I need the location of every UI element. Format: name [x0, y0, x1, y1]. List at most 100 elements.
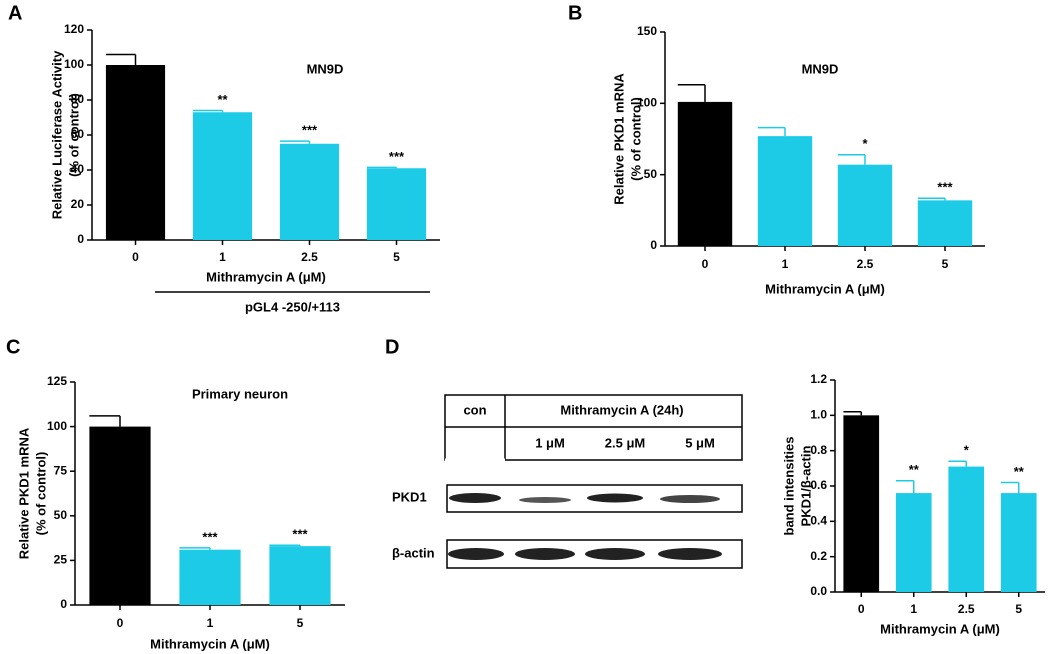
y-tick-label: 80	[71, 92, 85, 106]
x-tick-label: 1	[782, 257, 789, 271]
blot-row-label: PKD1	[392, 489, 427, 504]
x-axis-label: Mithramycin A (μM)	[150, 636, 270, 651]
bar	[677, 101, 733, 246]
y-tick-label: 100	[637, 96, 657, 110]
band	[448, 548, 504, 560]
y-tick-label: 75	[54, 463, 68, 477]
x-tick-label: 5	[1015, 602, 1022, 616]
x-tick-label: 0	[702, 257, 709, 271]
y-tick-label: 150	[637, 24, 657, 38]
chart-title: Primary neuron	[192, 386, 288, 401]
significance: ***	[389, 149, 405, 164]
band	[519, 497, 571, 503]
x-axis-label: Mithramycin A (μM)	[880, 621, 1000, 636]
band	[587, 493, 643, 503]
significance: **	[217, 92, 228, 107]
bar	[105, 65, 166, 240]
x-tick-label: 0	[132, 250, 139, 264]
chart-title: MN9D	[307, 61, 344, 76]
y-axis-label: (% of control)	[628, 97, 643, 181]
significance: ***	[202, 529, 218, 544]
significance: **	[1014, 464, 1025, 479]
x-axis-label: Mithramycin A (μM)	[206, 269, 326, 284]
y-axis-label: (% of control)	[66, 93, 81, 177]
significance: *	[964, 443, 970, 458]
y-tick-label: 0.8	[810, 443, 827, 457]
x-tick-label: 2.5	[857, 257, 874, 271]
y-tick-label: 25	[54, 553, 68, 567]
y-axis-label: Relative PKD1 mRNA	[611, 73, 626, 205]
group-label: pGL4 -250/+113	[245, 299, 340, 314]
y-tick-label: 0.2	[810, 549, 827, 563]
y-tick-label: 100	[47, 419, 67, 433]
x-tick-label: 0	[117, 616, 124, 630]
bar	[366, 168, 427, 240]
bar	[279, 143, 340, 240]
blot-dose: 1 μM	[535, 435, 565, 450]
chart-title: MN9D	[802, 61, 839, 76]
blot-dose: 2.5 μM	[605, 435, 645, 450]
x-tick-label: 2.5	[301, 250, 318, 264]
x-tick-label: 1	[207, 616, 214, 630]
significance: ***	[302, 123, 318, 138]
significance: ***	[937, 180, 953, 195]
blot-header: Mithramycin A (24h)	[560, 402, 683, 417]
y-tick-label: 0	[77, 232, 84, 246]
y-tick-label: 0.6	[810, 478, 827, 492]
x-tick-label: 5	[393, 250, 400, 264]
bar	[89, 426, 151, 605]
y-axis-label: (% of control)	[33, 452, 48, 536]
y-tick-label: 120	[64, 22, 84, 36]
y-tick-label: 0	[60, 597, 67, 611]
blot-strip	[446, 539, 743, 569]
significance: *	[862, 136, 868, 151]
panel-letter: C	[6, 336, 20, 358]
y-axis-label: Relative PKD1 mRNA	[16, 427, 31, 559]
western-blot	[444, 394, 743, 569]
y-axis-label: PKD1/β-actin	[798, 445, 813, 526]
y-tick-label: 100	[64, 57, 84, 71]
y-tick-label: 50	[644, 167, 658, 181]
bar	[895, 493, 932, 592]
y-tick-label: 60	[71, 127, 85, 141]
panel-letter: A	[8, 2, 22, 24]
blot-row-label: β-actin	[392, 545, 435, 560]
x-tick-label: 5	[942, 257, 949, 271]
bar	[192, 112, 253, 240]
y-axis-label: band intensities	[781, 437, 796, 536]
band	[658, 548, 722, 560]
band	[449, 493, 501, 503]
bar	[179, 549, 241, 605]
bar	[269, 546, 331, 605]
bar	[843, 415, 880, 592]
y-tick-label: 0.0	[810, 584, 827, 598]
y-tick-label: 0	[650, 238, 657, 252]
blot-strip	[446, 484, 743, 513]
band	[515, 548, 575, 560]
y-tick-label: 0.4	[810, 514, 827, 528]
bands	[448, 493, 722, 560]
x-tick-label: 0	[858, 602, 865, 616]
y-tick-label: 50	[54, 508, 68, 522]
significance: **	[909, 462, 920, 477]
y-tick-label: 20	[71, 197, 85, 211]
band	[585, 548, 645, 560]
bar	[757, 136, 813, 246]
panel-letter: D	[385, 336, 399, 358]
blot-dose: 5 μM	[685, 435, 715, 450]
y-tick-label: 125	[47, 374, 67, 388]
bar	[917, 200, 973, 246]
bar	[948, 466, 985, 592]
band	[660, 495, 720, 503]
bar	[1000, 493, 1037, 592]
blot-header: con	[463, 402, 486, 417]
x-tick-label: 5	[297, 616, 304, 630]
x-tick-label: 1	[219, 250, 226, 264]
significance: ***	[292, 527, 308, 542]
x-axis-label: Mithramycin A (μM)	[765, 281, 885, 296]
y-tick-label: 40	[71, 162, 85, 176]
x-tick-label: 2.5	[958, 602, 975, 616]
y-tick-label: 1.0	[810, 408, 827, 422]
